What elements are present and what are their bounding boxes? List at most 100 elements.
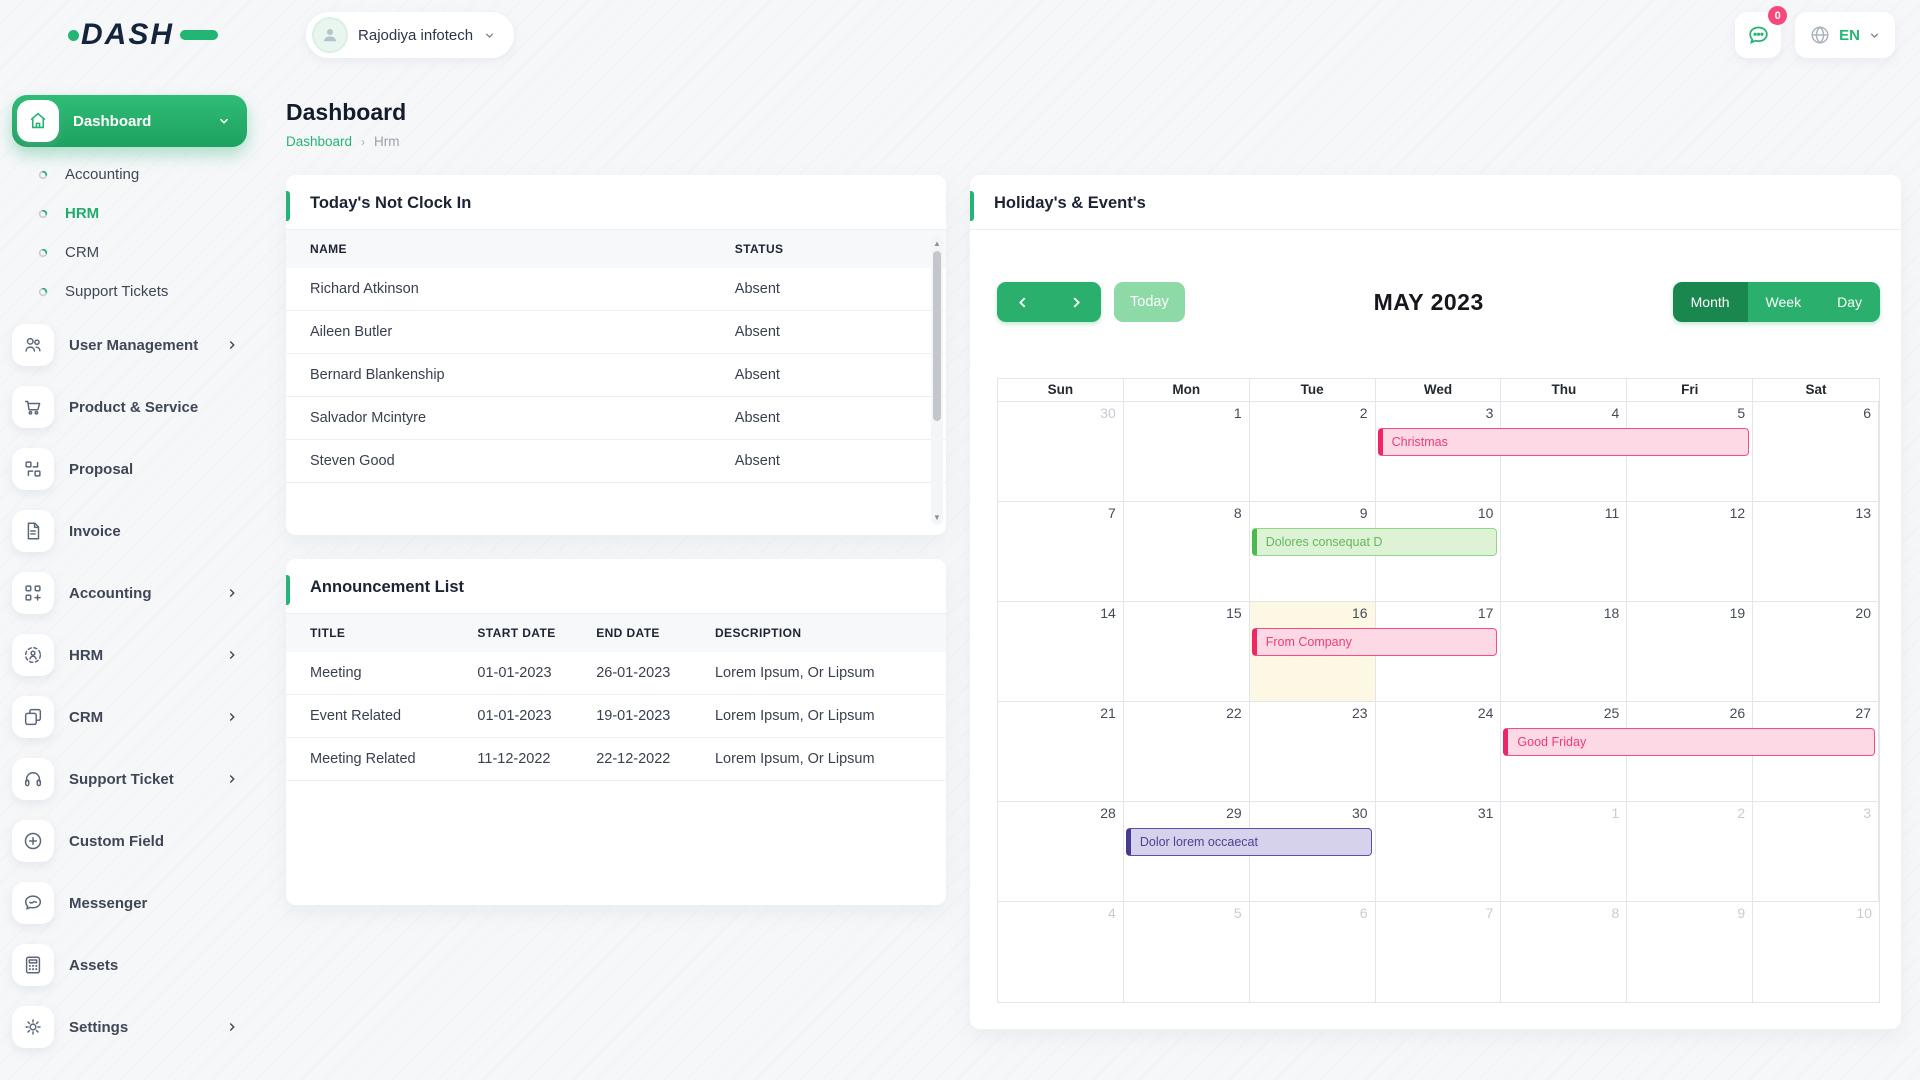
calendar-day[interactable]: 3 [1753,802,1879,901]
view-button-week[interactable]: Week [1747,282,1820,322]
calendar-event[interactable]: Dolores consequat D [1251,528,1498,556]
calendar-day[interactable]: 20 [1753,602,1879,701]
sidebar-item-support-ticket[interactable]: Support Ticket [12,751,247,807]
sidebar-item-custom-field[interactable]: Custom Field [12,813,247,869]
calendar-day[interactable]: 10 [1856,905,1872,921]
calendar-event[interactable]: Dolor lorem occaecat [1125,828,1372,856]
view-button-month[interactable]: Month [1672,282,1748,322]
language-selector[interactable]: EN [1795,12,1895,58]
messenger-button[interactable]: 0 [1735,6,1788,58]
calendar-day[interactable]: 11 [1501,502,1628,601]
table-cell: Event Related [286,694,478,738]
sidebar-item-proposal[interactable]: Proposal [12,441,247,497]
calendar-month-title: MAY 2023 [1373,288,1484,315]
chevron-right-icon [229,713,235,721]
scrollbar[interactable]: ▲ ▼ [931,237,943,525]
calendar-day[interactable]: 17 [1376,602,1502,701]
hrm-icon [12,634,54,676]
company-selector[interactable]: Rajodiya infotech [306,12,515,58]
sidebar-item-invoice[interactable]: Invoice [12,503,247,559]
calendar-day[interactable]: 12 [1627,502,1754,601]
column-header-description: DESCRIPTION [714,614,946,652]
scroll-down-icon[interactable]: ▼ [933,513,941,522]
calendar-day[interactable]: 4 [998,902,1124,1002]
sidebar-item-dashboard[interactable]: Dashboard [12,95,247,147]
bullet-icon [38,248,48,257]
calendar-day[interactable]: 18 [1501,602,1628,701]
calendar-day[interactable]: 5 [1627,402,1754,501]
calendar-day[interactable]: 6 [1250,902,1376,1002]
calendar-day[interactable]: 9 [1627,902,1754,1002]
sidebar-subitem-hrm[interactable]: HRM [12,194,247,233]
calendar-day[interactable]: 23 [1250,702,1376,801]
calculator-icon [12,944,54,986]
calendar-day[interactable]: 31 [1376,802,1502,901]
sidebar-item-crm[interactable]: CRM [12,689,247,745]
sidebar-subitem-label: HRM [65,205,100,222]
calendar-day[interactable]: 7 [1376,902,1502,1002]
calendar-day[interactable]: 15 [1124,602,1250,701]
calendar-day[interactable]: 30 [998,402,1124,501]
calendar-day[interactable]: 28 [998,802,1124,901]
column-header-start: START DATE [477,614,597,652]
calendar-day[interactable]: 27 [1753,702,1879,801]
sidebar-subitem-crm[interactable]: CRM [12,233,247,272]
sidebar-item-hrm[interactable]: HRM [12,627,247,683]
announcement-row: Event Related 01-01-2023 19-01-2023 Lorem I… [286,694,946,738]
calendar-day[interactable]: 30 [1250,802,1376,901]
sidebar-item-product-service[interactable]: Product & Service [12,379,247,435]
chevron-right-icon [1073,296,1080,308]
sidebar-item-messenger[interactable]: Messenger [12,875,247,931]
table-cell: 22-12-2022 [596,737,715,781]
calendar-day[interactable]: 5 [1124,902,1250,1002]
sidebar-subitem-accounting[interactable]: Accounting [12,155,247,194]
day-header-fri: Fri [1627,379,1754,401]
calendar-day[interactable]: 19 [1627,602,1754,701]
scroll-thumb[interactable] [933,251,941,421]
calendar-day[interactable]: 24 [1376,702,1502,801]
calendar-day[interactable]: 13 [1753,502,1879,601]
calendar-day[interactable]: 10 [1376,502,1502,601]
sidebar-subitem-label: Accounting [65,166,140,183]
calendar-day[interactable]: 8 [1124,502,1250,601]
sidebar-subitem-support-tickets[interactable]: Support Tickets [12,272,247,311]
calendar-day-headers: Sun Mon Tue Wed Thu Fri Sat [998,379,1879,402]
sidebar-item-user-management[interactable]: User Management [12,317,247,373]
calendar-day[interactable]: 1 [1124,402,1250,501]
card-header: Today's Not Clock In [286,175,946,230]
proposal-icon [12,448,54,490]
topbar: DASH Rajodiya infotech 0 EN [0,0,1920,70]
page-title: Dashboard [286,99,407,125]
calendar-event[interactable]: Good Friday [1503,728,1875,756]
calendar-day[interactable]: 8 [1501,902,1628,1002]
calendar-day[interactable]: 21 [998,702,1124,801]
sidebar-item-accounting[interactable]: Accounting [12,565,247,621]
sidebar-item-assets[interactable]: Assets [12,937,247,993]
breadcrumb-home-link[interactable]: Dashboard [286,134,353,149]
prev-month-button[interactable] [997,282,1049,322]
column-header-status: STATUS [734,230,946,268]
calendar-day[interactable]: 14 [998,602,1124,701]
calendar-day[interactable]: 2 [1627,802,1754,901]
calendar-event[interactable]: Christmas [1377,428,1750,456]
calendar-day[interactable]: 7 [998,502,1124,601]
calendar-day[interactable]: 6 [1753,402,1879,501]
globe-icon [1811,26,1829,44]
calendar-toolbar: Today MAY 2023 Month Week Day [997,282,1880,322]
table-cell: Absent [734,396,946,440]
brand-logo: DASH [68,18,219,52]
calendar-event[interactable]: From Company [1251,628,1498,656]
scroll-up-icon[interactable]: ▲ [933,239,941,248]
announcement-table: TITLE START DATE END DATE DESCRIPTION Me… [286,614,946,781]
calculator-icon [25,956,41,974]
calendar-day[interactable]: 22 [1124,702,1250,801]
calendar-day[interactable]: 1 [1501,802,1628,901]
calendar-day[interactable]: 2 [1250,402,1376,501]
chat-icon [24,895,42,910]
users-icon [12,324,54,366]
today-button[interactable]: Today [1114,282,1185,322]
sidebar-item-settings[interactable]: Settings [12,999,247,1055]
not-clockin-row: Richard Atkinson Absent [286,268,946,311]
view-button-day[interactable]: Day [1819,282,1880,322]
next-month-button[interactable] [1049,282,1101,322]
